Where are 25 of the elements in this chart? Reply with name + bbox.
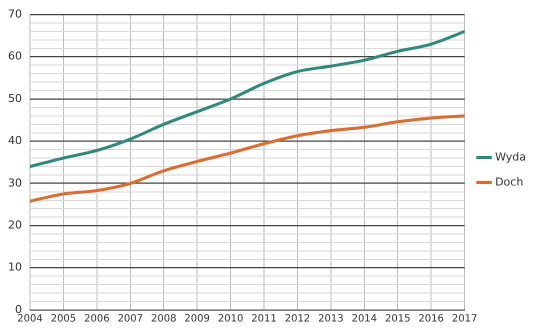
x-tick-label: 2008 <box>150 314 176 325</box>
x-tick-label: 2012 <box>284 314 310 325</box>
legend-label: Doch <box>495 175 524 188</box>
x-tick-label: 2010 <box>218 314 244 325</box>
legend-label: Wyda <box>495 150 526 164</box>
y-tick-label: 40 <box>8 134 22 148</box>
x-tick-label: 2016 <box>418 314 444 325</box>
x-tick-label: 2006 <box>84 314 110 325</box>
y-tick-label: 10 <box>8 260 22 274</box>
x-tick-label: 2017 <box>452 314 478 325</box>
x-tick-label: 2014 <box>352 314 378 325</box>
y-tick-label: 70 <box>8 7 22 20</box>
x-tick-label: 2011 <box>251 314 277 325</box>
x-tick-label: 2015 <box>385 314 410 325</box>
y-tick-label: 20 <box>8 218 22 232</box>
x-tick-label: 2009 <box>184 314 210 325</box>
x-tick-label: 2013 <box>318 314 344 325</box>
x-tick-label: 2007 <box>118 314 144 325</box>
y-tick-label: 30 <box>8 176 22 190</box>
line-series <box>30 114 465 203</box>
x-tick-label: 2004 <box>17 314 43 325</box>
y-tick-label: 60 <box>8 50 22 63</box>
y-tick-label: 50 <box>8 92 22 105</box>
x-tick-label: 2005 <box>50 314 76 325</box>
line-series <box>30 30 465 168</box>
